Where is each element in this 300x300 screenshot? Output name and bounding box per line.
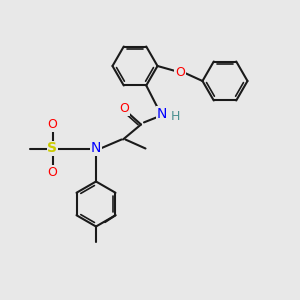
Text: H: H (171, 110, 180, 124)
Text: N: N (157, 107, 167, 121)
Text: O: O (48, 118, 57, 131)
Text: O: O (48, 166, 57, 179)
Text: S: S (47, 142, 58, 155)
Text: O: O (175, 65, 185, 79)
Text: N: N (91, 142, 101, 155)
Text: O: O (120, 102, 129, 115)
